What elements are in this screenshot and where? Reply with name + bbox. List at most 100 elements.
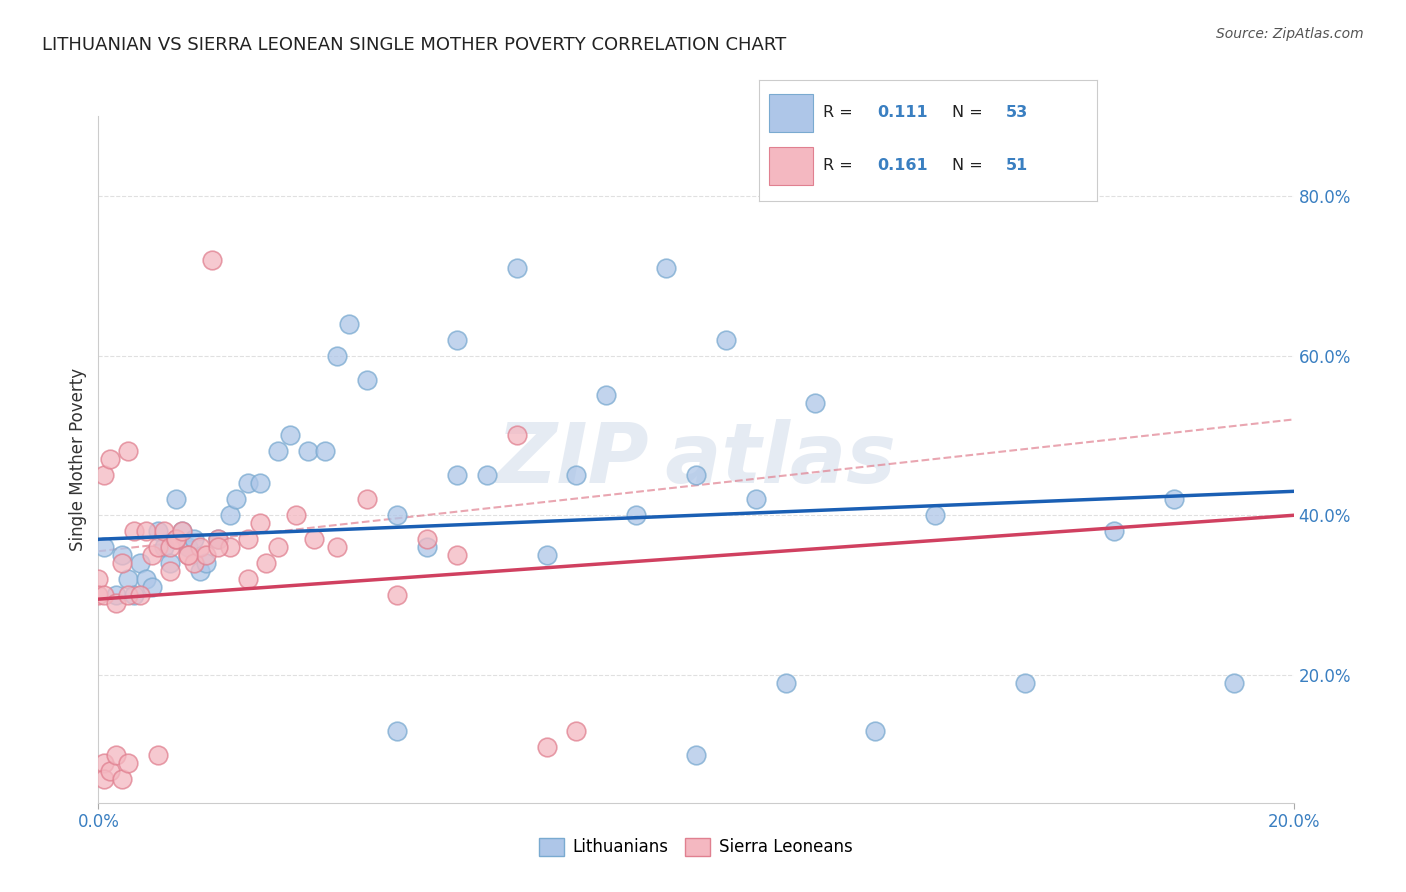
Text: 53: 53	[1005, 105, 1028, 120]
Text: Source: ZipAtlas.com: Source: ZipAtlas.com	[1216, 27, 1364, 41]
Text: 0.161: 0.161	[877, 158, 928, 173]
Point	[135, 572, 157, 586]
Point	[201, 252, 224, 267]
Point	[207, 533, 229, 547]
Point	[475, 468, 498, 483]
Point	[117, 572, 139, 586]
Point	[93, 756, 115, 770]
Point	[172, 524, 194, 539]
Point	[148, 524, 170, 539]
Point	[165, 533, 187, 547]
Point	[385, 508, 409, 523]
Point	[135, 524, 157, 539]
Point	[159, 556, 181, 570]
Y-axis label: Single Mother Poverty: Single Mother Poverty	[69, 368, 87, 551]
Point	[207, 533, 229, 547]
Point	[159, 540, 181, 554]
Point	[129, 556, 152, 570]
Point	[98, 452, 122, 467]
Point	[236, 476, 259, 491]
Point	[446, 333, 468, 347]
Point	[87, 572, 110, 586]
Point	[194, 548, 218, 562]
Point	[745, 492, 768, 507]
Point	[1163, 492, 1185, 507]
Point	[565, 468, 588, 483]
Point	[284, 508, 307, 523]
Point	[804, 396, 827, 410]
Point	[159, 564, 181, 578]
Point	[105, 588, 128, 602]
Point	[129, 588, 152, 602]
Point	[153, 524, 176, 539]
Point	[655, 260, 678, 275]
Point	[111, 556, 134, 570]
Point	[93, 468, 115, 483]
Point	[98, 764, 122, 778]
Point	[177, 548, 200, 562]
Point	[536, 739, 558, 754]
Point	[254, 556, 277, 570]
Point	[624, 508, 647, 523]
Point	[356, 372, 378, 386]
Point	[93, 772, 115, 786]
Text: LITHUANIAN VS SIERRA LEONEAN SINGLE MOTHER POVERTY CORRELATION CHART: LITHUANIAN VS SIERRA LEONEAN SINGLE MOTH…	[42, 36, 786, 54]
Point	[249, 476, 271, 491]
Point	[111, 548, 134, 562]
Point	[141, 580, 163, 594]
Point	[506, 428, 529, 442]
Point	[105, 596, 128, 610]
Point	[111, 772, 134, 786]
Point	[177, 540, 200, 554]
Point	[326, 540, 349, 554]
Point	[416, 540, 439, 554]
Point	[385, 588, 409, 602]
Point	[219, 540, 242, 554]
Text: 0.111: 0.111	[877, 105, 928, 120]
Point	[225, 492, 247, 507]
Point	[506, 260, 529, 275]
Point	[339, 317, 360, 331]
Point	[93, 540, 115, 554]
Point	[124, 588, 146, 602]
Point	[302, 533, 325, 547]
Point	[172, 524, 194, 539]
Point	[87, 588, 110, 602]
Text: 51: 51	[1005, 158, 1028, 173]
Point	[267, 444, 290, 458]
Point	[188, 540, 211, 554]
Point	[1104, 524, 1126, 539]
Point	[249, 516, 271, 531]
Point	[297, 444, 319, 458]
Point	[685, 747, 707, 762]
Text: N =: N =	[952, 105, 987, 120]
Point	[924, 508, 946, 523]
Point	[194, 556, 218, 570]
Point	[1014, 676, 1036, 690]
Point	[165, 533, 187, 547]
Point	[278, 428, 301, 442]
Point	[565, 723, 588, 738]
Point	[183, 533, 205, 547]
Point	[207, 540, 229, 554]
Point	[165, 492, 187, 507]
Point	[124, 524, 146, 539]
Point	[188, 564, 211, 578]
Point	[416, 533, 439, 547]
Bar	[769, 146, 813, 185]
Point	[356, 492, 378, 507]
Text: ZIP atlas: ZIP atlas	[496, 419, 896, 500]
Point	[236, 533, 259, 547]
Point	[148, 540, 170, 554]
Point	[326, 349, 349, 363]
Point	[714, 333, 737, 347]
Bar	[769, 94, 813, 132]
Point	[446, 548, 468, 562]
Point	[536, 548, 558, 562]
Point	[446, 468, 468, 483]
Point	[865, 723, 887, 738]
Point	[117, 444, 139, 458]
Point	[315, 444, 337, 458]
Point	[153, 540, 176, 554]
Legend: Lithuanians, Sierra Leoneans: Lithuanians, Sierra Leoneans	[533, 831, 859, 863]
